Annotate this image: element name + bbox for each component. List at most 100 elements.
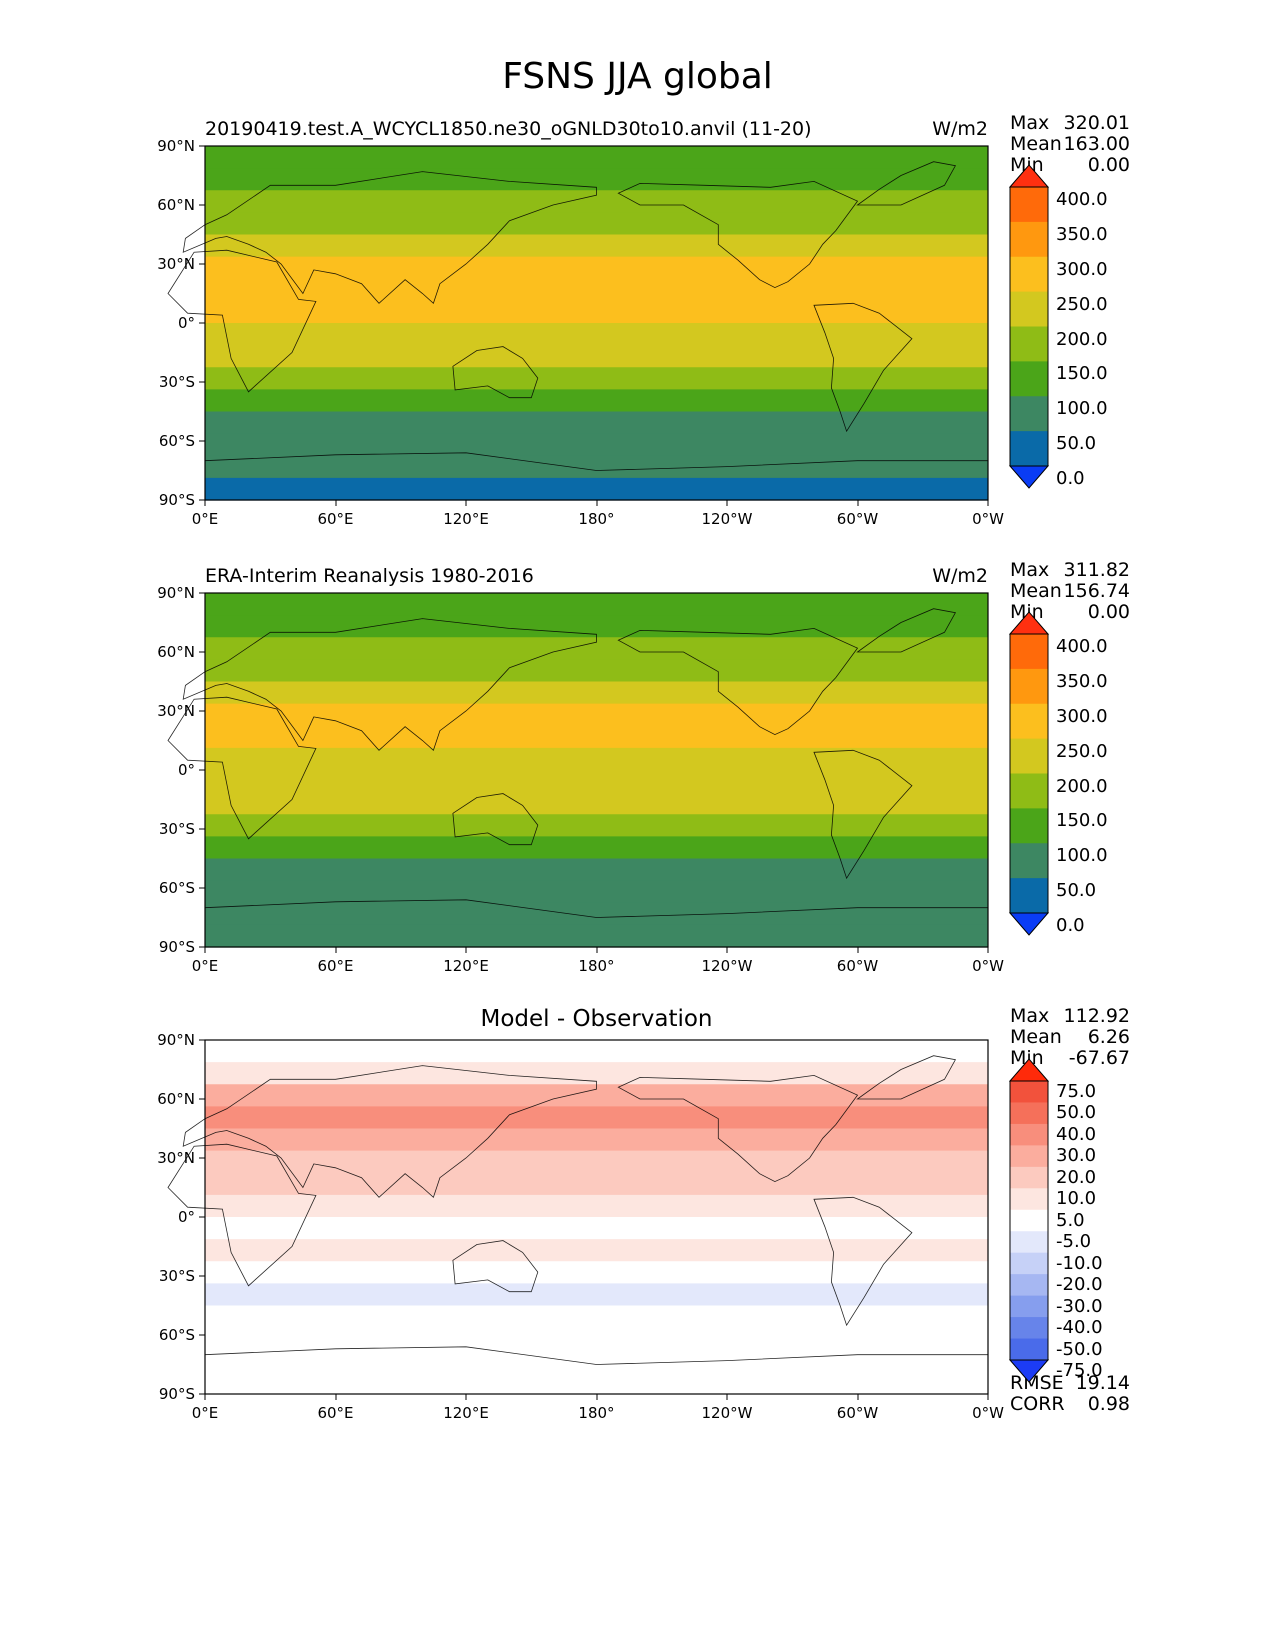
stat-value: 320.01 [1063, 112, 1130, 134]
map-plot [167, 1039, 989, 1395]
colorbar-label: -5.0 [1056, 1231, 1092, 1253]
stat-value: 0.00 [1087, 154, 1130, 176]
colorbar-extend-top [1008, 164, 1050, 188]
zonal-band [205, 681, 988, 705]
zonal-band [205, 1194, 988, 1218]
x-tick-mark [335, 1394, 336, 1400]
y-tick-mark [199, 263, 205, 265]
zonal-band [205, 212, 988, 236]
y-tick-mark [199, 592, 205, 594]
y-tick-mark [199, 1393, 205, 1395]
zonal-band [205, 703, 988, 727]
zonal-band [205, 1261, 988, 1284]
colorbar-label: 50.0 [1056, 1102, 1097, 1124]
y-tick-label: 0° [177, 1208, 195, 1226]
colorbar-label: -30.0 [1056, 1295, 1103, 1317]
y-tick-label: 30°S [158, 1267, 195, 1285]
colorbar-label: 20.0 [1056, 1166, 1097, 1188]
colorbar-extend-top [1008, 1058, 1050, 1082]
colorbar-label: 250.0 [1056, 740, 1108, 762]
stat-row: CORR 0.98 [1010, 1393, 1130, 1415]
colorbar-segment [1010, 843, 1048, 879]
x-tick-mark [726, 1394, 728, 1400]
colorbar-segment [1010, 738, 1048, 775]
stat-value: 19.14 [1075, 1372, 1130, 1394]
x-tick-label: 60°E [317, 1404, 354, 1422]
stat-row: Max 311.82 [1010, 559, 1130, 581]
y-tick-label: 30°S [158, 820, 195, 838]
coastline [617, 180, 859, 289]
x-tick-mark [726, 500, 728, 506]
colorbar-label: 100.0 [1056, 845, 1108, 867]
colorbar-segment [1010, 634, 1048, 670]
x-tick-label: 0°W [972, 1404, 1004, 1422]
zonal-band [205, 1062, 988, 1085]
coastline [813, 749, 913, 880]
x-tick-label: 120°E [443, 957, 489, 975]
colorbar-label: -40.0 [1056, 1317, 1103, 1339]
coastline [182, 171, 597, 305]
zonal-band [205, 433, 988, 457]
colorbar-frame [1009, 633, 1049, 914]
colorbar-extend-bottom [1008, 912, 1050, 936]
x-tick-mark [465, 947, 467, 953]
x-tick-mark [335, 947, 336, 953]
colorbar-segment [1010, 187, 1048, 223]
colorbar-extend-bottom [1008, 465, 1050, 489]
x-tick-mark [987, 947, 989, 953]
y-tick-mark [199, 1157, 205, 1159]
panel-title: ERA-Interim Reanalysis 1980-2016 [205, 565, 534, 587]
stat-value: 311.82 [1063, 559, 1130, 581]
y-tick-mark [199, 322, 205, 324]
colorbar-segment [1010, 668, 1048, 705]
stat-row: Mean 163.00 [1010, 133, 1130, 155]
colorbar-segment [1010, 808, 1048, 844]
stat-row: Min 0.00 [1010, 601, 1130, 623]
stat-row: Max 112.92 [1010, 1005, 1130, 1027]
coastline [452, 346, 539, 399]
y-tick-mark [199, 1334, 205, 1336]
x-tick-label: 120°E [443, 1404, 489, 1422]
y-tick-label: 0° [177, 314, 195, 332]
y-tick-mark [199, 946, 205, 948]
stat-label: Mean [1010, 1026, 1062, 1048]
coastline [452, 793, 539, 846]
y-tick-mark [199, 440, 205, 442]
y-tick-mark [199, 887, 205, 889]
coastline [204, 1346, 988, 1365]
y-tick-label: 90°S [158, 491, 195, 509]
zonal-band [205, 814, 988, 837]
x-tick-mark [335, 500, 336, 506]
coastline [167, 249, 317, 393]
y-tick-mark [199, 381, 205, 383]
colorbar-segment [1010, 1317, 1048, 1340]
zonal-band [205, 168, 988, 191]
x-tick-label: 180° [578, 957, 615, 975]
zonal-band [205, 1128, 988, 1152]
colorbar-segment [1010, 1338, 1048, 1361]
colorbar [1008, 164, 1050, 489]
zonal-band [205, 1371, 988, 1395]
panel-title: Model - Observation [480, 1006, 713, 1032]
y-tick-label: 30°S [158, 373, 195, 391]
y-tick-mark [199, 204, 205, 206]
x-tick-label: 60°W [836, 1404, 879, 1422]
colorbar-segment [1010, 1123, 1048, 1146]
coastline [204, 899, 988, 918]
stat-label: CORR [1010, 1393, 1065, 1415]
colorbar-segment [1010, 1166, 1048, 1189]
zonal-band [205, 924, 988, 948]
stat-value: 156.74 [1063, 580, 1130, 602]
x-tick-mark [204, 947, 206, 953]
y-tick-label: 60°S [158, 432, 195, 450]
y-tick-label: 60°N [157, 196, 195, 214]
zonal-band [205, 637, 988, 660]
zonal-band [205, 770, 988, 793]
stat-label: Max [1010, 112, 1050, 134]
zonal-band [205, 1349, 988, 1373]
x-tick-label: 180° [578, 1404, 615, 1422]
stat-label: Min [1010, 1047, 1044, 1069]
y-tick-mark [199, 1275, 205, 1277]
zonal-band [205, 659, 988, 683]
stat-label: Mean [1010, 133, 1062, 155]
